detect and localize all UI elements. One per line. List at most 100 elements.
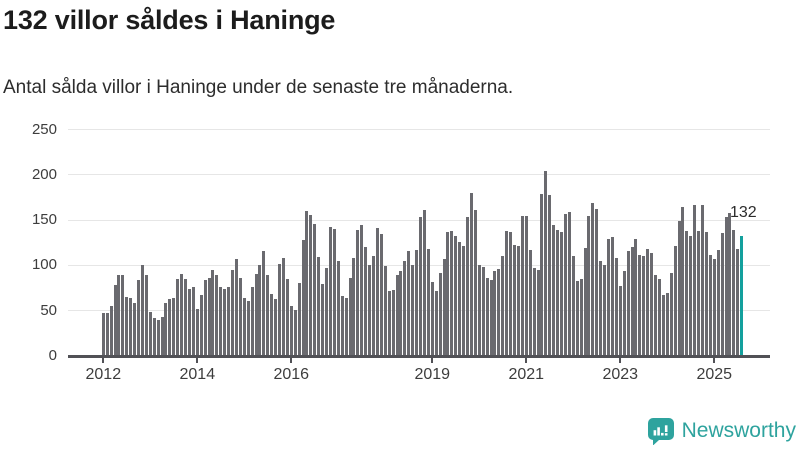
bar — [446, 231, 450, 356]
bar — [148, 311, 152, 356]
highlighted-bar — [740, 236, 744, 356]
bar — [560, 231, 564, 356]
x-axis-tick — [525, 358, 528, 363]
gridline — [68, 310, 770, 312]
bar — [211, 269, 215, 356]
bar — [638, 254, 642, 356]
bar — [372, 256, 376, 356]
bar — [160, 317, 164, 356]
x-axis-tick — [713, 358, 716, 363]
bar — [348, 278, 352, 356]
bar — [693, 204, 697, 356]
bar — [681, 206, 685, 356]
bar — [180, 273, 184, 356]
bar — [426, 249, 430, 356]
bar — [274, 298, 278, 356]
bar — [430, 281, 434, 356]
bar — [395, 274, 399, 356]
bar — [270, 293, 274, 356]
bar — [548, 194, 552, 356]
bar — [344, 298, 348, 356]
bar — [164, 303, 168, 356]
bar — [184, 279, 188, 356]
bar — [450, 231, 454, 356]
y-axis-label: 150 — [31, 211, 57, 229]
y-axis-label: 50 — [40, 301, 57, 319]
bar — [481, 267, 485, 356]
bar — [485, 278, 489, 356]
bar — [168, 298, 172, 356]
bar — [732, 230, 736, 356]
bar — [630, 247, 634, 356]
bar — [610, 237, 614, 356]
bar — [583, 248, 587, 356]
bar — [469, 193, 473, 356]
bar — [540, 193, 544, 356]
bar — [246, 300, 250, 356]
bar — [720, 232, 724, 356]
bar — [305, 211, 309, 356]
page-title: 132 villor såldes i Haninge — [3, 5, 336, 35]
bar — [509, 231, 513, 356]
bar — [650, 252, 654, 356]
x-axis-tick — [619, 358, 622, 363]
bar — [642, 256, 646, 356]
bar — [176, 279, 180, 356]
bar — [520, 215, 524, 356]
bar — [407, 250, 411, 356]
bar — [301, 240, 305, 356]
gridline — [68, 219, 770, 221]
bar — [278, 263, 282, 356]
bar — [434, 290, 438, 356]
bar — [321, 284, 325, 356]
bar — [607, 239, 611, 356]
bar — [360, 224, 364, 356]
bar — [669, 272, 673, 356]
bar — [352, 258, 356, 356]
bar — [505, 231, 509, 356]
bar — [328, 227, 332, 356]
bar — [477, 265, 481, 356]
bar — [524, 215, 528, 356]
bar — [497, 269, 501, 356]
bar — [661, 295, 665, 356]
bar — [563, 213, 567, 356]
bar — [736, 249, 740, 356]
brand-name: Newsworthy — [681, 419, 796, 442]
bar — [466, 217, 470, 356]
bar — [309, 214, 313, 356]
bar — [567, 212, 571, 356]
bar — [473, 210, 477, 356]
bar — [113, 285, 117, 356]
bar — [571, 256, 575, 356]
newsworthy-logo[interactable]: Newsworthy — [647, 416, 796, 446]
bar — [685, 231, 689, 356]
bar — [665, 292, 669, 356]
bar — [689, 235, 693, 356]
bar — [622, 270, 626, 356]
bar — [375, 228, 379, 356]
bar — [215, 274, 219, 356]
bar — [129, 298, 133, 356]
bar — [587, 215, 591, 356]
bar — [454, 235, 458, 356]
bar — [591, 202, 595, 356]
bar — [442, 259, 446, 356]
x-axis-label: 2021 — [508, 366, 545, 383]
bar — [231, 269, 235, 356]
bar — [614, 258, 618, 356]
bar — [336, 260, 340, 356]
bar — [203, 279, 207, 356]
bar — [634, 239, 638, 356]
bar — [579, 279, 583, 356]
bar — [415, 250, 419, 356]
bar — [438, 272, 442, 356]
bar — [133, 302, 137, 356]
bar — [422, 210, 426, 356]
bar — [156, 319, 160, 356]
bar — [575, 280, 579, 356]
bar — [199, 295, 203, 356]
bar — [646, 249, 650, 356]
x-axis-label: 2014 — [179, 366, 216, 383]
x-axis-tick — [431, 358, 434, 363]
